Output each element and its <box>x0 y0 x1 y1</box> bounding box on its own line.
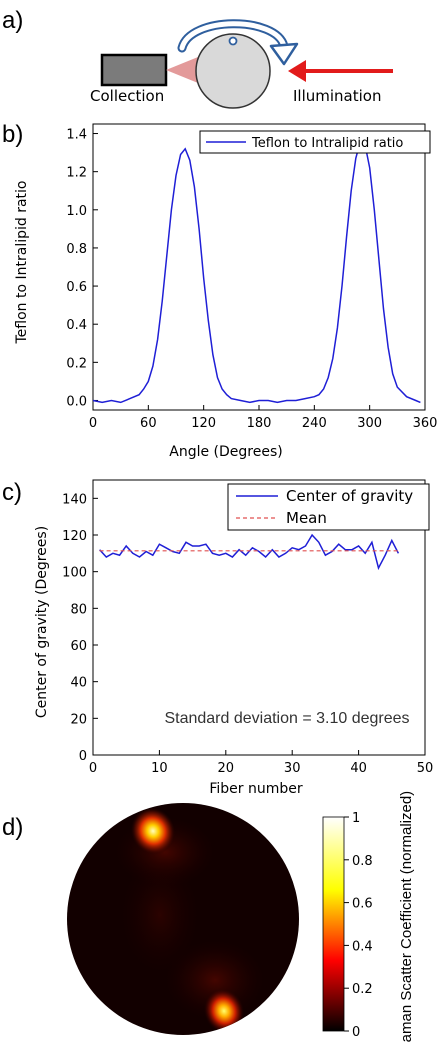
chart-b-xtick-label-1: 60 <box>140 416 157 431</box>
chart-c-legend-label-1: Center of gravity <box>286 487 413 505</box>
colorbar-tick-label-4: 0.2 <box>352 982 373 997</box>
chart-c: 0 10 20 30 40 50 0 20 40 60 80 100 120 140 <box>62 479 434 776</box>
chart-c-ytick-label-2: 40 <box>70 676 87 691</box>
chart-b-xtick-label-6: 360 <box>413 416 438 431</box>
chart-c-ytick-label-0: 0 <box>79 749 87 764</box>
chart-b-legend-label: Teflon to Intralipid ratio <box>251 136 403 151</box>
panel-d-label: d) <box>2 814 23 841</box>
chart-b-xtick-label-0: 0 <box>89 416 97 431</box>
colorbar-tick-label-2: 0.6 <box>352 897 373 912</box>
chart-c-ytick-label-5: 100 <box>62 566 87 581</box>
chart-c-xtick-label-0: 0 <box>89 761 97 776</box>
chart-c-ytick-label-4: 80 <box>70 602 87 617</box>
illumination-arrow-head <box>288 60 306 82</box>
chart-c-ytick-label-6: 120 <box>62 529 87 544</box>
rotation-arrow-head <box>269 42 299 66</box>
chart-b-ytick-label-1: 0.2 <box>66 356 87 371</box>
panel-b-label: b) <box>2 121 23 148</box>
heatmap-hotspot-1 <box>130 807 176 855</box>
illumination-label: Illumination <box>293 87 381 105</box>
chart-b-legend: Teflon to Intralipid ratio <box>199 130 431 154</box>
chart-c-xtick-label-3: 30 <box>284 761 301 776</box>
chart-b-xlabel: Angle (Degrees) <box>169 444 282 460</box>
chart-c-ylabel: Center of gravity (Degrees) <box>34 526 50 718</box>
colorbar-tick-label-3: 0.4 <box>352 939 373 954</box>
chart-c-legend: Center of gravity Mean <box>227 483 430 531</box>
colorbar: 1 0.8 0.6 0.4 0.2 0 <box>322 811 373 1040</box>
rotation-arrow-inner <box>179 21 287 51</box>
chart-c-xlabel: Fiber number <box>209 781 303 797</box>
chart-b-ytick-label-3: 0.6 <box>66 280 87 295</box>
chart-b-series-line-0 <box>92 139 421 404</box>
colorbar-tick-label-1: 0.8 <box>352 854 373 869</box>
chart-b-xtick-label-5: 300 <box>357 416 382 431</box>
chart-b-ylabel: Teflon to Intralipid ratio <box>14 181 30 345</box>
sample-disk <box>195 33 271 109</box>
chart-c-legend-box <box>227 483 430 531</box>
panel-a: a) Collection Illumination <box>2 7 393 109</box>
chart-b-xtick-label-2: 120 <box>191 416 216 431</box>
panel-c: c) 0 10 20 30 40 50 0 20 40 60 80 100 120 140 Center … <box>2 479 433 797</box>
chart-b: 0 60 120 180 240 300 360 0.0 0.2 0.4 0.6 0.8 1.0 1.2 1… <box>66 123 438 431</box>
colorbar-label: Raman Scatter Coefficient (normalized) <box>398 791 415 1042</box>
panel-b: b) 0 60 120 180 240 300 360 0.0 0.2 0.4 0.6 0.8 1.0 1… <box>2 121 437 460</box>
chart-c-series-line-0 <box>99 533 400 571</box>
collection-label: Collection <box>90 87 164 105</box>
chart-b-ytick-label-4: 0.8 <box>66 242 87 257</box>
collection-detector <box>100 53 168 87</box>
heatmap-disk <box>67 803 299 1035</box>
panel-c-label: c) <box>2 479 22 506</box>
chart-b-legend-box <box>199 130 431 154</box>
heatmap-haze-3 <box>120 855 200 975</box>
chart-b-plot-frame <box>92 123 426 411</box>
chart-c-ytick-label-3: 60 <box>70 639 87 654</box>
colorbar-tick-label-0: 1 <box>352 811 360 826</box>
colorbar-gradient <box>322 816 345 1032</box>
panel-a-label: a) <box>2 7 23 34</box>
collection-cone <box>166 57 198 83</box>
chart-b-ytick-label-6: 1.2 <box>66 166 87 181</box>
chart-c-ytick-label-1: 20 <box>70 712 87 727</box>
chart-b-ytick-label-7: 1.4 <box>66 128 87 143</box>
chart-b-ytick-label-5: 1.0 <box>66 204 87 219</box>
chart-c-legend-label-2: Mean <box>286 509 327 527</box>
sample-marker <box>228 36 238 46</box>
chart-b-ytick-label-2: 0.4 <box>66 318 87 333</box>
chart-c-ytick-label-7: 140 <box>62 492 87 507</box>
colorbar-tick-label-5: 0 <box>352 1025 360 1040</box>
heatmap-hotspot-2 <box>203 988 245 1034</box>
chart-b-ytick-label-0: 0.0 <box>66 394 87 409</box>
chart-c-annotation: Standard deviation = 3.10 degrees <box>164 710 409 727</box>
chart-c-plot-frame <box>92 479 426 756</box>
chart-b-xtick-label-4: 240 <box>302 416 327 431</box>
chart-c-xtick-label-1: 10 <box>151 761 168 776</box>
chart-b-xtick-label-3: 180 <box>247 416 272 431</box>
chart-c-xtick-label-5: 50 <box>417 761 434 776</box>
panel-d: d) 1 0.8 0.6 0.4 0.2 0 Raman Scatter Coeffici… <box>2 791 415 1042</box>
chart-c-xtick-label-4: 40 <box>350 761 367 776</box>
chart-c-xtick-label-2: 20 <box>218 761 235 776</box>
